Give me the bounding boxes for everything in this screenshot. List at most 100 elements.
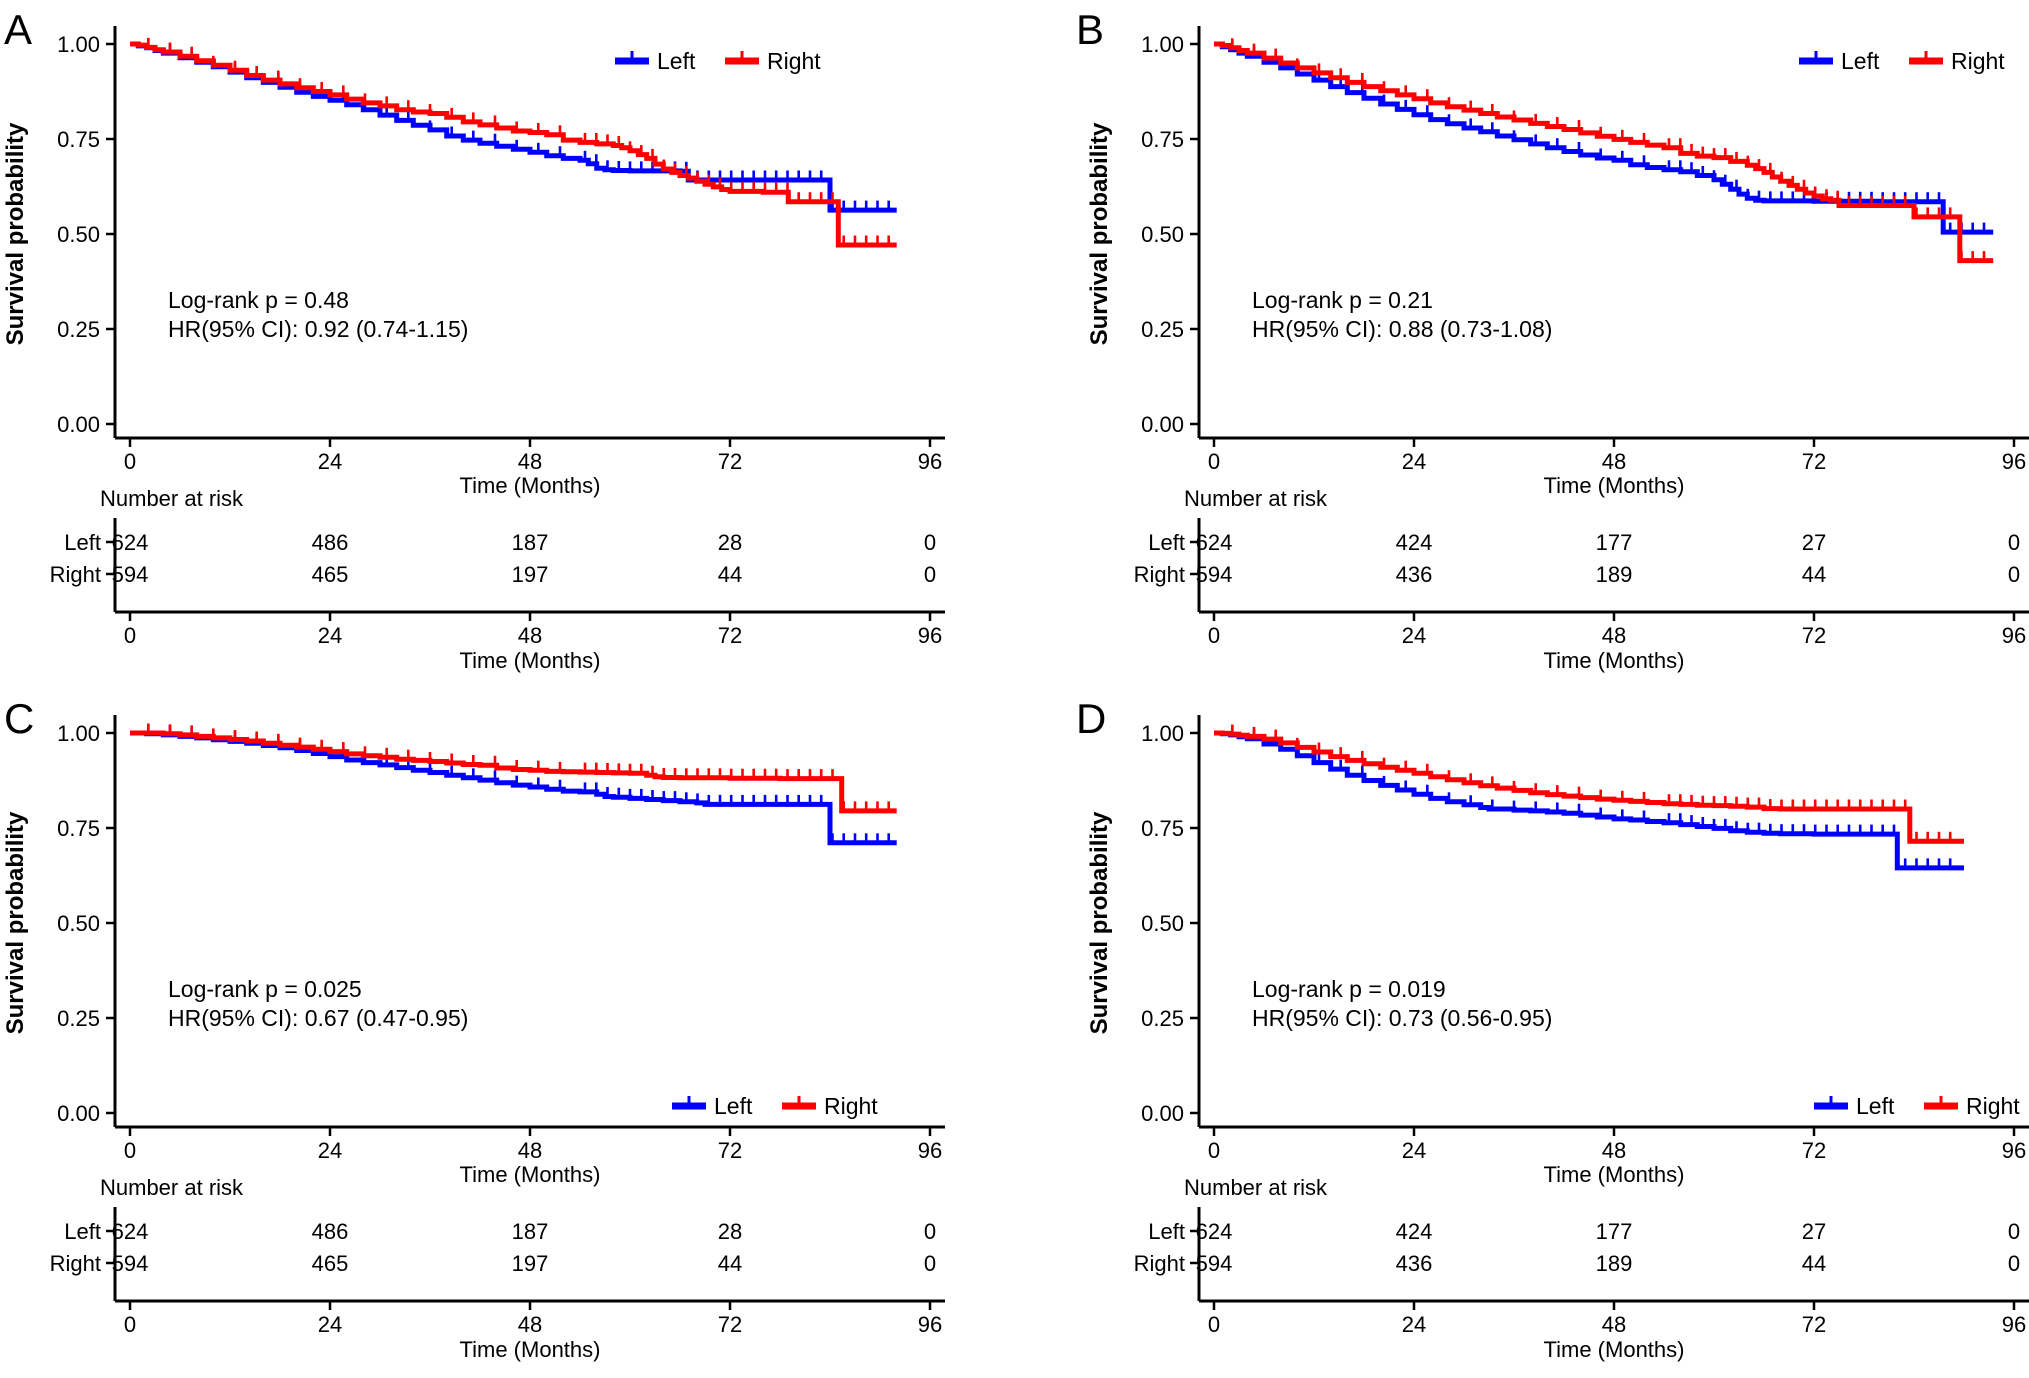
risk-row-label: Left <box>1148 530 1185 555</box>
risk-row-label: Left <box>64 530 101 555</box>
legend-key-right <box>1924 1102 1958 1110</box>
svg-text:72: 72 <box>718 1138 742 1163</box>
y-axis-title: Survival probability <box>2 811 29 1034</box>
svg-text:24: 24 <box>318 623 342 648</box>
svg-text:Log-rank p = 0.48: Log-rank p = 0.48 <box>168 287 349 313</box>
risk-value: 197 <box>512 1251 549 1276</box>
censor-marks-right <box>147 37 891 245</box>
svg-text:1.00: 1.00 <box>1141 721 1184 746</box>
svg-text:0.50: 0.50 <box>57 222 100 247</box>
x-axis-title: Time (Months) <box>460 473 601 498</box>
svg-text:96: 96 <box>2002 1138 2026 1163</box>
svg-text:24: 24 <box>1402 1138 1426 1163</box>
risk-value: 177 <box>1596 530 1633 555</box>
risk-x-axis-title: Time (Months) <box>1544 648 1685 673</box>
risk-value: 28 <box>718 1219 742 1244</box>
risk-value: 187 <box>512 530 549 555</box>
svg-text:0.50: 0.50 <box>1141 911 1184 936</box>
svg-text:0: 0 <box>124 623 136 648</box>
km-chart-b: B Survival probability 1.00 0.75 0.50 0.25 0.0… <box>1076 6 2029 673</box>
svg-text:Log-rank p = 0.019: Log-rank p = 0.019 <box>1252 976 1446 1002</box>
risk-value: 0 <box>924 562 936 587</box>
svg-text:96: 96 <box>918 1312 942 1337</box>
legend-key-right <box>1909 57 1943 65</box>
svg-text:48: 48 <box>1602 449 1626 474</box>
risk-value: 189 <box>1596 1251 1633 1276</box>
y-ticks: 1.00 0.75 0.50 0.25 0.00 <box>1141 721 1199 1126</box>
stats-annotation: Log-rank p = 0.019 HR(95% CI): 0.73 (0.56… <box>1252 976 1552 1031</box>
risk-x-axis-title: Time (Months) <box>1544 1337 1685 1362</box>
risk-value: 0 <box>924 1251 936 1276</box>
panel-d: D Survival probability 1.00 0.75 0.50 0.25 0.0… <box>1014 689 2029 1378</box>
svg-text:0.75: 0.75 <box>1141 816 1184 841</box>
svg-text:Log-rank p = 0.025: Log-rank p = 0.025 <box>168 976 362 1002</box>
svg-text:48: 48 <box>518 449 542 474</box>
axes <box>1197 715 2029 1129</box>
stats-annotation: Log-rank p = 0.21 HR(95% CI): 0.88 (0.73-… <box>1252 287 1552 342</box>
risk-value: 189 <box>1596 562 1633 587</box>
svg-text:48: 48 <box>518 1312 542 1337</box>
risk-value: 27 <box>1802 530 1826 555</box>
survival-curve-right <box>130 730 897 814</box>
legend-label-right: Right <box>1966 1093 2020 1119</box>
svg-text:1.00: 1.00 <box>1141 32 1184 57</box>
x-ticks: 0 24 48 72 96 <box>1208 438 2026 474</box>
risk-value: 197 <box>512 562 549 587</box>
svg-text:0.25: 0.25 <box>1141 317 1184 342</box>
risk-value: 44 <box>718 1251 742 1276</box>
svg-text:24: 24 <box>318 449 342 474</box>
svg-text:96: 96 <box>918 623 942 648</box>
svg-text:1.00: 1.00 <box>57 32 100 57</box>
censor-marks-right <box>147 723 891 811</box>
svg-text:HR(95% CI): 0.92 (0.74-1.15): HR(95% CI): 0.92 (0.74-1.15) <box>168 316 468 342</box>
svg-text:72: 72 <box>718 623 742 648</box>
svg-text:96: 96 <box>2002 449 2026 474</box>
svg-text:0: 0 <box>1208 623 1220 648</box>
panel-c: C Survival probability 1.00 0.75 0.50 0.25 0.0… <box>0 689 1014 1378</box>
number-at-risk-table: Number at risk Left 624 424 177 27 0 Right 594 43… <box>1134 1175 2029 1362</box>
svg-text:0: 0 <box>1208 1138 1220 1163</box>
survival-curve-left <box>130 730 897 846</box>
svg-text:72: 72 <box>1802 449 1826 474</box>
km-chart-d: D Survival probability 1.00 0.75 0.50 0.25 0.0… <box>1076 695 2029 1362</box>
panel-letter: A <box>4 6 32 53</box>
y-ticks: 1.00 0.75 0.50 0.25 0.00 <box>1141 32 1199 437</box>
legend-label-right: Right <box>824 1093 878 1119</box>
risk-value: 44 <box>1802 562 1826 587</box>
risk-value: 594 <box>1196 1251 1233 1276</box>
legend-label-left: Left <box>1856 1093 1895 1119</box>
risk-value: 624 <box>112 1219 149 1244</box>
risk-value: 27 <box>1802 1219 1826 1244</box>
svg-text:1.00: 1.00 <box>57 721 100 746</box>
svg-text:0.00: 0.00 <box>57 1101 100 1126</box>
legend: Left Right <box>1799 48 2005 74</box>
svg-text:72: 72 <box>718 1312 742 1337</box>
risk-x-axis-title: Time (Months) <box>460 648 601 673</box>
legend-label-left: Left <box>714 1093 753 1119</box>
svg-text:48: 48 <box>1602 1138 1626 1163</box>
risk-table-title: Number at risk <box>100 1175 244 1200</box>
risk-row-label: Right <box>1134 1251 1185 1276</box>
legend-key-right <box>725 57 759 65</box>
risk-value: 0 <box>2008 562 2020 587</box>
survival-curve-right <box>1214 730 1964 844</box>
risk-table-title: Number at risk <box>1184 1175 1328 1200</box>
number-at-risk-table: Number at risk Left 624 486 187 28 0 Right 594 46… <box>50 486 945 673</box>
svg-text:0: 0 <box>124 1312 136 1337</box>
risk-value: 424 <box>1396 530 1433 555</box>
legend-key-left <box>672 1102 706 1110</box>
x-axis-title: Time (Months) <box>460 1162 601 1187</box>
survival-curve-right <box>1214 41 1994 264</box>
risk-value: 0 <box>924 1219 936 1244</box>
svg-text:72: 72 <box>1802 623 1826 648</box>
x-axis-title: Time (Months) <box>1544 1162 1685 1187</box>
risk-value: 0 <box>924 530 936 555</box>
panel-letter: B <box>1076 6 1104 53</box>
svg-text:0: 0 <box>1208 449 1220 474</box>
svg-text:72: 72 <box>1802 1138 1826 1163</box>
y-ticks: 1.00 0.75 0.50 0.25 0.00 <box>57 32 115 437</box>
panel-a: A Survival probability 1.00 0.75 0.50 0.25 0.0… <box>0 0 1014 689</box>
risk-row-label: Right <box>50 1251 101 1276</box>
svg-text:24: 24 <box>318 1138 342 1163</box>
